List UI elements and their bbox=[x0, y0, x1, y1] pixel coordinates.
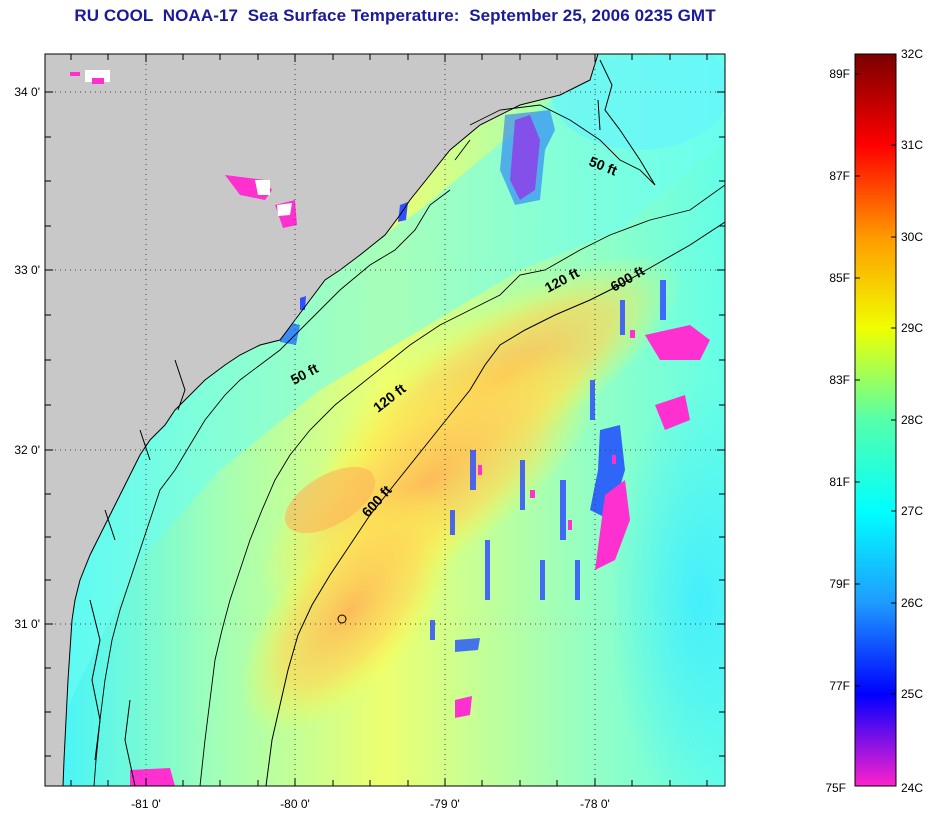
contour-50ft bbox=[93, 104, 656, 786]
cold-patch-east-1 bbox=[645, 325, 710, 360]
cold-patch-east-2 bbox=[655, 395, 690, 430]
scattered-cold-specks bbox=[430, 280, 666, 640]
coastline bbox=[62, 54, 599, 786]
graticule bbox=[45, 54, 725, 786]
cloud-contamination-patches bbox=[130, 110, 710, 786]
lon-label-78: -78 0' bbox=[580, 797, 610, 811]
map-title: RU COOL NOAA-17 Sea Surface Temperature:… bbox=[74, 6, 716, 25]
lon-label-80: -80 0' bbox=[280, 797, 310, 811]
land-mass bbox=[45, 54, 598, 786]
contour-600ft bbox=[265, 221, 725, 786]
map-frame bbox=[44, 53, 726, 787]
axis-ticks bbox=[45, 54, 725, 786]
contour-600ft-closed-loop bbox=[337, 614, 347, 624]
scattered-magenta-specks bbox=[478, 330, 635, 530]
cold-halo-north bbox=[500, 110, 555, 205]
cold-streak-south bbox=[455, 638, 480, 652]
cold-patch-south bbox=[455, 696, 472, 718]
lon-label-81: -81 0' bbox=[131, 797, 161, 811]
lat-label-31: 31 0' bbox=[14, 617, 40, 631]
cold-patch-southwest bbox=[130, 768, 175, 786]
lon-label-79: -79 0' bbox=[430, 797, 460, 811]
cold-patch-east-3 bbox=[595, 480, 630, 570]
lat-label-34: 34 0' bbox=[14, 85, 40, 99]
inland-water-features bbox=[70, 70, 408, 310]
lat-label-32: 32 0' bbox=[14, 443, 40, 457]
lat-label-33: 33 0' bbox=[14, 263, 40, 277]
coastal-inlets bbox=[89, 59, 656, 786]
contour-120ft bbox=[199, 184, 725, 786]
